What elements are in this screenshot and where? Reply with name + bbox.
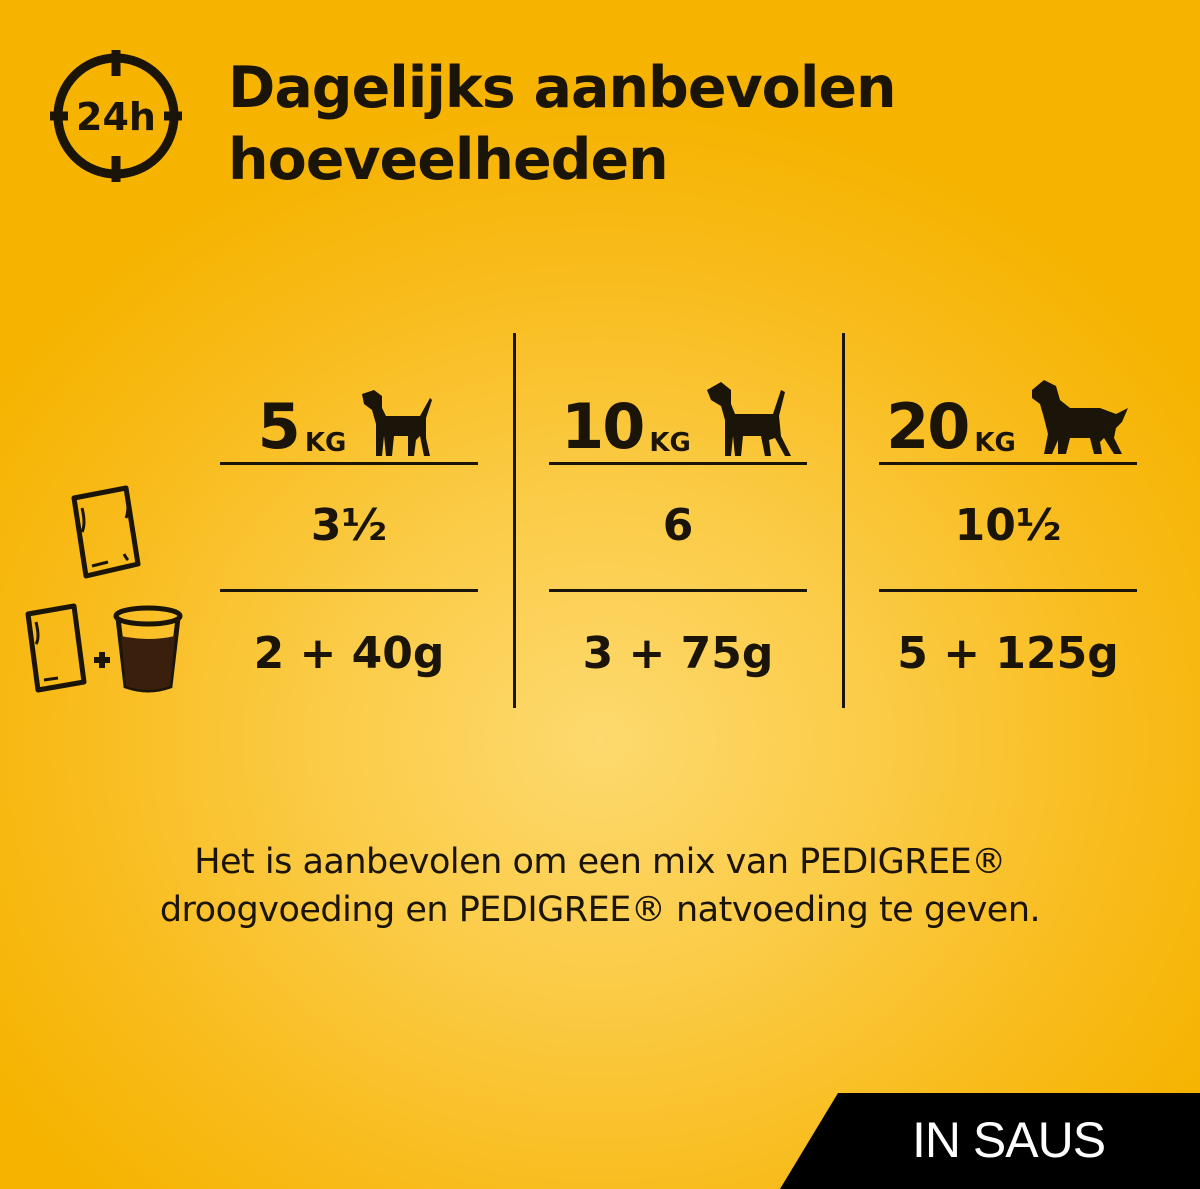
table-cell: 2 + 40g	[253, 628, 445, 679]
medium-dog-icon	[706, 382, 791, 456]
title-line-2: hoeveelheden	[228, 127, 669, 193]
page-title: Dagelijks aanbevolen hoeveelheden	[228, 52, 897, 196]
recommendation-text: Het is aanbevolen om een mix van PEDIGRE…	[0, 838, 1200, 934]
table-cell: 3½	[310, 500, 388, 551]
row-rule	[220, 589, 478, 592]
weight-value: 5	[257, 390, 301, 463]
row-rule	[879, 589, 1137, 592]
header-rule	[549, 462, 807, 465]
column-header-20kg: 20 KG	[879, 378, 1137, 458]
large-dog-icon	[1031, 380, 1128, 454]
column-divider	[842, 333, 845, 708]
small-dog-icon	[362, 390, 433, 456]
table-cell: 5 + 125g	[897, 628, 1119, 679]
title-line-1: Dagelijks aanbevolen	[228, 55, 897, 121]
column-header-5kg: 5 KG	[220, 378, 478, 458]
weight-unit: KG	[974, 428, 1016, 458]
table-cell: 10½	[954, 500, 1062, 551]
row-rule	[549, 589, 807, 592]
weight-value: 20	[886, 390, 970, 463]
weight-unit: KG	[304, 428, 347, 458]
variant-badge: IN SAUS	[780, 1093, 1200, 1189]
pouch-plus-dry-food-cup-icon	[22, 600, 186, 694]
pouch-icon	[71, 485, 141, 579]
badge-label: IN SAUS	[912, 1112, 1106, 1168]
table-cell: 3 + 75g	[582, 628, 774, 679]
weight-unit: KG	[649, 428, 691, 458]
24h-clock-icon: 24h	[50, 50, 182, 182]
weight-value: 10	[561, 390, 645, 463]
column-divider	[513, 333, 516, 708]
footer-line-1: Het is aanbevolen om een mix van PEDIGRE…	[194, 842, 1006, 882]
table-cell: 6	[662, 500, 694, 551]
header-rule	[879, 462, 1137, 465]
header-rule	[220, 462, 478, 465]
clock-label: 24h	[76, 95, 156, 139]
column-header-10kg: 10 KG	[549, 378, 807, 458]
footer-line-2: droogvoeding en PEDIGREE® natvoeding te …	[159, 890, 1041, 930]
